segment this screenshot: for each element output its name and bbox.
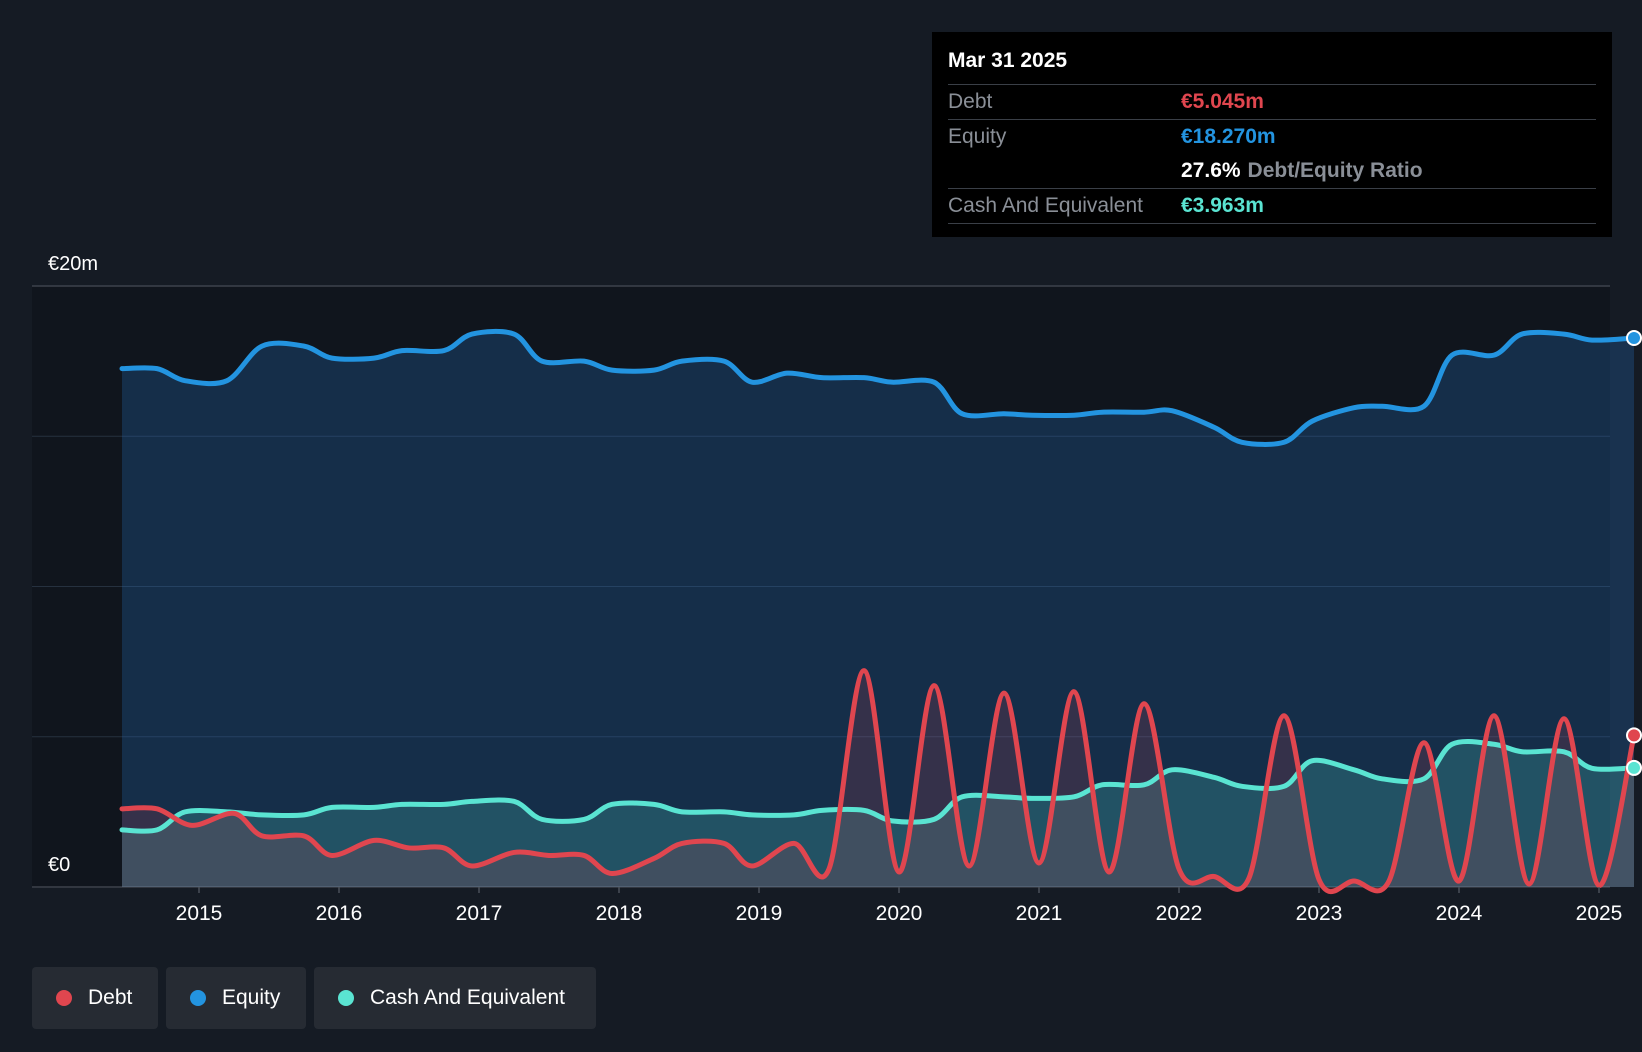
legend-equity[interactable]: Equity	[166, 967, 306, 1029]
tooltip-ratio-row: 27.6% Debt/Equity Ratio	[948, 154, 1596, 188]
tooltip-ratio-label: Debt/Equity Ratio	[1247, 159, 1423, 182]
x-tick-label: 2017	[456, 902, 503, 925]
tooltip-cash-row: Cash And Equivalent €3.963m	[948, 188, 1596, 224]
legend-cash-label: Cash And Equivalent	[370, 986, 565, 1009]
data-tooltip: Mar 31 2025 Debt €5.045m Equity €18.270m…	[932, 32, 1612, 237]
grid-lines	[32, 285, 1610, 888]
tooltip-cash-label: Cash And Equivalent	[948, 194, 1143, 217]
legend-debt[interactable]: Debt	[32, 967, 158, 1029]
legend-debt-dot	[56, 990, 72, 1006]
y-axis-top-label: €20m	[48, 253, 98, 275]
end-markers	[1626, 329, 1642, 776]
debt-area	[122, 670, 1634, 892]
x-tick-label: 2025	[1576, 902, 1623, 925]
equity-end-point[interactable]	[1626, 329, 1642, 346]
x-tick-label: 2018	[596, 902, 643, 925]
tooltip-cash-value: €3.963m	[1181, 194, 1264, 217]
tooltip-ratio-value: 27.6%	[1181, 159, 1241, 182]
series-lines	[119, 328, 1637, 895]
tooltip-debt-row: Debt €5.045m	[948, 84, 1596, 119]
x-tick-label: 2022	[1156, 902, 1203, 925]
x-tick-label: 2021	[1016, 902, 1063, 925]
cash-and-equivalent-line	[119, 739, 1637, 834]
x-tick-label: 2023	[1296, 902, 1343, 925]
legend-cash[interactable]: Cash And Equivalent	[314, 967, 596, 1029]
legend-equity-label: Equity	[222, 986, 281, 1009]
y-axis-bottom-label: €0	[48, 854, 70, 876]
x-tick-label: 2024	[1436, 902, 1483, 925]
tooltip-debt-value: €5.045m	[1181, 90, 1264, 113]
equity-area	[122, 331, 1634, 888]
x-tick-label: 2019	[736, 902, 783, 925]
x-tick-label: 2016	[316, 902, 363, 925]
legend-debt-label: Debt	[88, 986, 133, 1009]
x-tick-label: 2015	[176, 902, 223, 925]
x-tick-label: 2020	[876, 902, 923, 925]
tooltip-equity-row: Equity €18.270m	[948, 119, 1596, 154]
legend-equity-dot	[190, 990, 206, 1006]
equity-line	[119, 328, 1637, 447]
tooltip-equity-value: €18.270m	[1181, 125, 1276, 148]
legend-cash-dot	[338, 990, 354, 1006]
debt-end-point[interactable]	[1626, 727, 1642, 744]
tooltip-equity-label: Equity	[948, 125, 1007, 148]
debt-line	[119, 668, 1637, 895]
x-axis-ticks: 2015 2016 2017 2018 2019 2020 2021 2022 2023 2024…	[176, 887, 1623, 925]
tooltip-debt-label: Debt	[948, 90, 993, 113]
cash-and-equivalent-end-point[interactable]	[1626, 759, 1642, 776]
tooltip-date: Mar 31 2025	[948, 49, 1068, 72]
